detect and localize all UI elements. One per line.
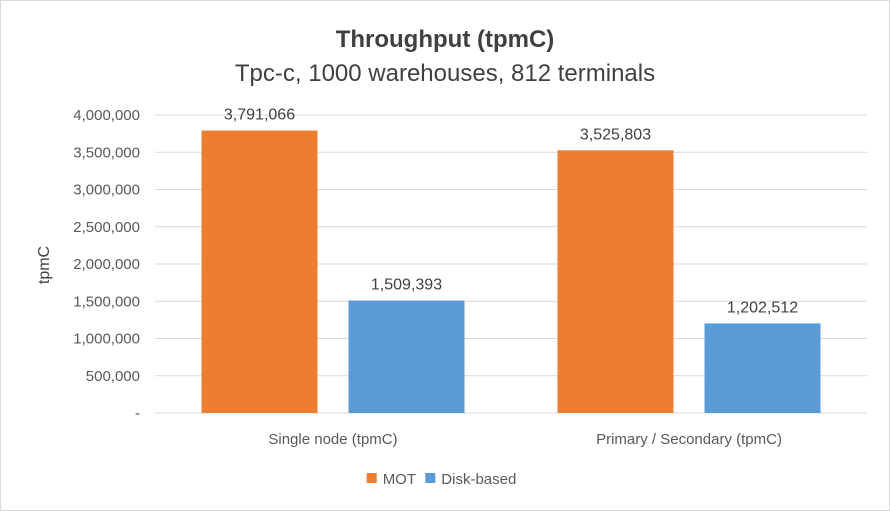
chart-subtitle: Tpc-c, 1000 warehouses, 812 terminals [235, 60, 655, 87]
y-tick-label: 3,000,000 [73, 182, 140, 199]
x-category-label: Primary / Secondary (tpmC) [596, 431, 782, 448]
data-label: 3,791,066 [224, 107, 295, 124]
y-tick-label: 3,500,000 [73, 144, 140, 161]
x-axis-categories: Single node (tpmC) Primary / Secondary (t… [268, 431, 782, 448]
y-tick-label: 500,000 [86, 368, 140, 385]
y-tick-label: 1,500,000 [73, 293, 140, 310]
y-tick-label: 2,500,000 [73, 219, 140, 236]
legend-label: MOT [383, 471, 416, 488]
legend-swatch [366, 473, 377, 483]
y-axis-ticks: - 500,000 1,000,000 1,500,000 2,000,000 2,500… [73, 107, 140, 422]
legend-swatch [425, 473, 436, 483]
bar-disk-based-2 [704, 323, 821, 413]
data-labels: 3,791,066 1,509,393 3,525,803 1,202,512 [224, 107, 798, 317]
y-tick-label: 4,000,000 [73, 107, 140, 124]
data-label: 1,509,393 [371, 277, 442, 294]
y-tick-label: 2,000,000 [73, 256, 140, 273]
bar-disk-based-1 [348, 300, 465, 413]
bar-mot-1 [201, 130, 318, 413]
chart-title: Throughput (tpmC) [336, 26, 555, 53]
bars [201, 130, 821, 413]
x-category-label: Single node (tpmC) [268, 431, 397, 448]
bar-mot-2 [557, 150, 674, 413]
data-label: 1,202,512 [727, 299, 798, 316]
data-label: 3,525,803 [580, 126, 651, 143]
y-axis-title: tpmC [36, 246, 53, 284]
y-tick-label: 1,000,000 [73, 331, 140, 348]
legend-label: Disk-based [441, 471, 516, 488]
legend: MOT Disk-based [366, 471, 516, 488]
y-tick-label: - [135, 405, 140, 422]
